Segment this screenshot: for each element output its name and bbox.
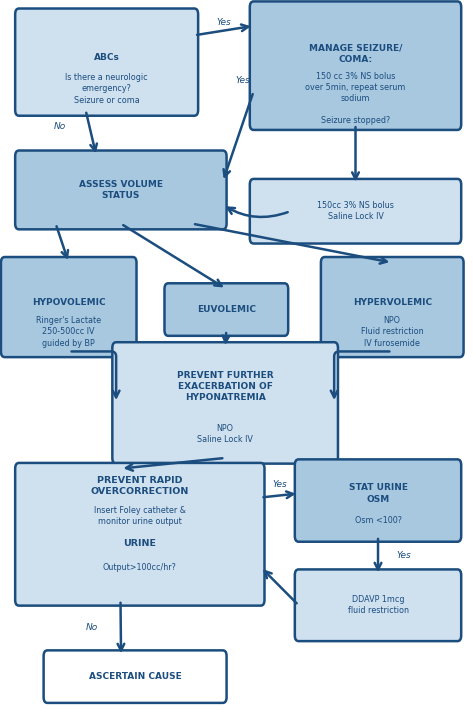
FancyBboxPatch shape <box>295 569 461 641</box>
Text: ASSESS VOLUME
STATUS: ASSESS VOLUME STATUS <box>79 180 163 200</box>
Text: 150cc 3% NS bolus
Saline Lock IV: 150cc 3% NS bolus Saline Lock IV <box>317 201 394 222</box>
FancyBboxPatch shape <box>321 257 464 357</box>
Text: HYPERVOLEMIC: HYPERVOLEMIC <box>353 298 432 307</box>
FancyBboxPatch shape <box>164 283 288 336</box>
FancyBboxPatch shape <box>15 151 227 229</box>
Text: PREVENT RAPID
OVERCORRECTION: PREVENT RAPID OVERCORRECTION <box>91 476 189 496</box>
Text: 150 cc 3% NS bolus
over 5min, repeat serum
sodium

Seizure stopped?: 150 cc 3% NS bolus over 5min, repeat ser… <box>305 72 406 125</box>
Text: Yes: Yes <box>236 76 250 85</box>
Text: STAT URINE
OSM: STAT URINE OSM <box>348 484 408 503</box>
Text: EUVOLEMIC: EUVOLEMIC <box>197 305 256 314</box>
FancyBboxPatch shape <box>250 179 461 244</box>
Text: NPO
Saline Lock IV: NPO Saline Lock IV <box>197 424 253 444</box>
FancyBboxPatch shape <box>15 9 198 116</box>
Text: Ringer's Lactate
250-500cc IV
guided by BP: Ringer's Lactate 250-500cc IV guided by … <box>36 317 101 347</box>
Text: DDAVP 1mcg
fluid restriction: DDAVP 1mcg fluid restriction <box>347 595 409 616</box>
Text: NPO
Fluid restriction
IV furosemide: NPO Fluid restriction IV furosemide <box>361 317 424 347</box>
Text: ABCs: ABCs <box>94 53 119 62</box>
Text: Yes: Yes <box>217 18 231 27</box>
Text: Output>100cc/hr?: Output>100cc/hr? <box>103 562 177 572</box>
Text: Insert Foley catheter &
monitor urine output: Insert Foley catheter & monitor urine ou… <box>94 506 186 526</box>
FancyBboxPatch shape <box>1 257 137 357</box>
Text: Osm <100?: Osm <100? <box>355 516 401 525</box>
Text: HYPOVOLEMIC: HYPOVOLEMIC <box>32 298 106 307</box>
Text: URINE: URINE <box>123 539 156 548</box>
Text: Is there a neurologic
emergency?
Seizure or coma: Is there a neurologic emergency? Seizure… <box>65 73 148 104</box>
Text: ASCERTAIN CAUSE: ASCERTAIN CAUSE <box>89 672 182 681</box>
FancyBboxPatch shape <box>112 342 338 464</box>
Text: No: No <box>54 121 66 131</box>
Text: Yes: Yes <box>397 551 411 560</box>
Text: Yes: Yes <box>272 480 287 489</box>
Text: MANAGE SEIZURE/
COMA:: MANAGE SEIZURE/ COMA: <box>309 44 402 64</box>
Text: PREVENT FURTHER
EXACERBATION OF
HYPONATREMIA: PREVENT FURTHER EXACERBATION OF HYPONATR… <box>177 371 273 402</box>
FancyBboxPatch shape <box>295 459 461 542</box>
FancyBboxPatch shape <box>44 650 227 703</box>
FancyBboxPatch shape <box>250 1 461 130</box>
Text: No: No <box>86 623 98 633</box>
FancyBboxPatch shape <box>15 463 264 606</box>
